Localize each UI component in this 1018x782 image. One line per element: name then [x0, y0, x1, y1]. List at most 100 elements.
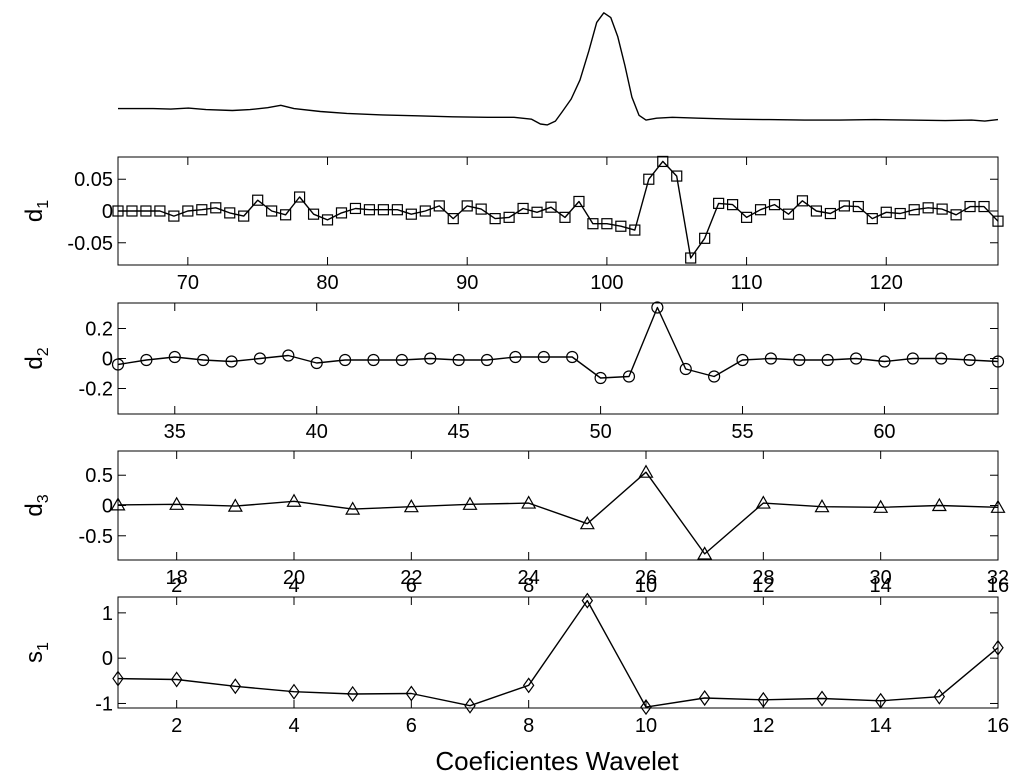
s1-xtick-label-top: 8	[523, 575, 534, 597]
d2-ytick-label: -0.2	[79, 379, 113, 401]
d3-point-marker	[697, 546, 713, 560]
s1-ytick-label: 0	[102, 648, 113, 670]
d1-point-marker	[922, 202, 934, 214]
s1-ytick-label: 1	[102, 603, 113, 625]
d1-point-marker	[629, 224, 641, 236]
d1-point-marker	[321, 214, 334, 226]
d1-point-marker	[671, 170, 683, 182]
d1-point-marker	[601, 218, 613, 230]
d1-point-marker	[419, 205, 431, 217]
d3-subplot: 0.5 0 -0.5 18 20 22 24 26 28 30 32 d3	[21, 450, 1009, 589]
s1-point-marker	[522, 677, 535, 694]
d2-point-marker	[594, 371, 607, 385]
d1-point-marker	[405, 208, 417, 220]
d1-point-marker	[657, 155, 669, 168]
d3-point-marker	[286, 493, 302, 507]
s1-point-marker	[640, 699, 652, 716]
d1-point-marker	[349, 202, 362, 215]
d2-xtick-label: 55	[731, 421, 753, 443]
d1-point-marker	[754, 204, 767, 216]
d1-point-marker	[740, 211, 753, 223]
d1-point-marker	[293, 191, 306, 203]
s1-ylabel: s1	[21, 642, 52, 663]
d3-xtick-label: 30	[870, 567, 892, 589]
d1-point-marker	[266, 205, 278, 217]
d2-point-marker	[367, 353, 380, 367]
d1-point-marker	[559, 211, 571, 223]
d1-point-marker	[182, 205, 194, 217]
d3-ytick-label: 0.5	[85, 465, 113, 487]
d3-point-marker	[814, 498, 830, 513]
d1-point-marker	[880, 206, 892, 218]
d3-point-marker	[169, 496, 185, 510]
signal-subplot	[118, 12, 999, 126]
d2-point-marker	[878, 355, 891, 368]
s1-xtick-label-top: 6	[406, 575, 417, 597]
d1-xtick-label: 100	[590, 272, 623, 294]
d3-xtick-label: 22	[400, 567, 422, 589]
d1-point-marker	[377, 204, 389, 216]
s1-point-marker	[933, 688, 946, 705]
d1-point-marker	[447, 213, 459, 225]
d2-point-marker	[906, 352, 919, 365]
s1-point-marker	[698, 690, 711, 707]
d3-point-marker	[110, 497, 126, 511]
d2-axes-frame	[117, 302, 999, 415]
d2-point-marker	[509, 350, 522, 364]
d1-subplot: 0.05 0 -0.05 70 80 90 100 110 120 d1	[21, 155, 1004, 294]
d1-point-marker	[713, 197, 725, 209]
d2-point-marker	[424, 352, 437, 365]
d3-point-marker	[227, 498, 243, 512]
d2-point-marker	[679, 362, 692, 376]
d1-point-marker	[433, 200, 445, 212]
s1-point-marker	[288, 683, 300, 700]
d3-xtick-label: 24	[518, 567, 540, 589]
d2-point-marker	[622, 370, 636, 383]
d1-point-marker	[615, 220, 627, 232]
s1-ytick-label: -1	[95, 693, 113, 715]
d3-series-line	[117, 471, 999, 555]
d1-point-marker	[391, 204, 403, 216]
d1-xtick-label: 120	[870, 272, 903, 294]
d2-point-marker	[140, 353, 153, 367]
d2-point-marker	[935, 352, 948, 365]
d1-point-marker	[852, 200, 864, 213]
s1-xtick-label: 14	[870, 715, 892, 737]
s1-xtick-label: 8	[523, 715, 534, 737]
d1-point-marker	[685, 252, 697, 264]
d2-point-marker	[764, 352, 778, 365]
d1-point-marker	[238, 210, 250, 222]
d1-ytick-label: -0.05	[67, 233, 113, 255]
d1-point-marker	[936, 203, 948, 215]
d1-point-marker	[810, 205, 823, 217]
d3-xtick-label: 32	[987, 567, 1009, 589]
d1-point-marker	[154, 205, 166, 217]
d2-xtick-label: 50	[589, 421, 611, 443]
d3-point-marker	[755, 495, 771, 509]
d3-ytick-label: -0.5	[79, 526, 113, 548]
d1-point-marker	[196, 204, 208, 216]
d1-point-marker	[168, 210, 180, 222]
x-axis-label: Coeficientes Wavelet	[435, 746, 679, 776]
d1-point-marker	[210, 202, 222, 214]
d3-point-marker	[521, 495, 537, 509]
s1-xtick-label: 6	[406, 715, 417, 737]
d2-point-marker	[452, 353, 465, 367]
d2-point-marker	[310, 356, 323, 370]
d1-point-marker	[112, 205, 124, 217]
d2-point-marker	[395, 353, 408, 367]
s1-xtick-label-top: 4	[288, 575, 299, 597]
s1-point-marker	[346, 685, 359, 702]
d1-point-marker	[126, 205, 138, 217]
s1-point-marker	[170, 671, 183, 688]
s1-xtick-label-top: 12	[752, 575, 774, 597]
d2-point-marker	[963, 353, 976, 367]
d1-point-marker	[838, 200, 850, 212]
s1-xtick-label-top: 10	[635, 575, 657, 597]
d1-xtick-label: 80	[316, 272, 338, 294]
d3-point-marker	[345, 501, 361, 515]
d3-ytick-label: 0	[102, 496, 113, 518]
s1-xtick-label: 4	[288, 715, 299, 737]
